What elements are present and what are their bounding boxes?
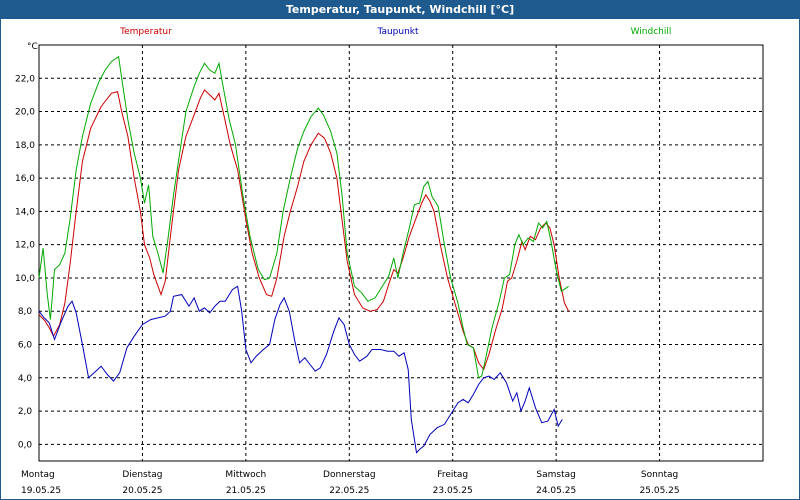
x-tick-date: 22.05.25 bbox=[329, 486, 369, 496]
chart-title: Temperatur, Taupunkt, Windchill [°C] bbox=[1, 1, 799, 19]
x-tick-day: Sonntag bbox=[641, 470, 678, 480]
x-tick-day: Dienstag bbox=[122, 470, 162, 480]
series-line-windchill bbox=[38, 55, 569, 379]
y-tick-label: 4,0 bbox=[18, 374, 33, 384]
y-axis-unit: °C bbox=[27, 42, 38, 52]
y-tick-label: 0,0 bbox=[18, 440, 33, 450]
y-tick-label: 12,0 bbox=[15, 241, 35, 251]
y-tick-label: 20,0 bbox=[15, 108, 35, 118]
x-tick-date: 25.05.25 bbox=[640, 486, 680, 496]
legend-taupunkt: Taupunkt bbox=[376, 27, 419, 37]
y-tick-label: 22,0 bbox=[15, 74, 35, 84]
x-tick-date: 21.05.25 bbox=[226, 486, 266, 496]
y-tick-label: 10,0 bbox=[15, 274, 35, 284]
legend-windchill: Windchill bbox=[631, 27, 672, 37]
x-tick-date: 23.05.25 bbox=[433, 486, 473, 496]
x-tick-date: 19.05.25 bbox=[21, 486, 61, 496]
x-tick-day: Mittwoch bbox=[225, 470, 266, 480]
series-line-temperatur bbox=[38, 89, 570, 371]
x-tick-date: 24.05.25 bbox=[536, 486, 576, 496]
y-tick-label: 16,0 bbox=[15, 174, 35, 184]
y-tick-label: 14,0 bbox=[15, 207, 35, 217]
x-tick-day: Samstag bbox=[536, 470, 575, 480]
x-tick-date: 20.05.25 bbox=[122, 486, 162, 496]
series-line-taupunkt bbox=[38, 285, 563, 454]
y-tick-label: 6,0 bbox=[18, 341, 33, 351]
y-tick-label: 18,0 bbox=[15, 141, 35, 151]
x-tick-day: Freitag bbox=[437, 470, 468, 480]
y-tick-label: 8,0 bbox=[18, 307, 33, 317]
temperature-chart: 0,0 2,0 4,0 6,0 8,0 10,0 12,0 14,0 16,0 18,0 20,0 2… bbox=[15, 27, 764, 496]
y-tick-label: 2,0 bbox=[18, 407, 33, 417]
plot-frame bbox=[38, 44, 764, 462]
legend-temperatur: Temperatur bbox=[119, 27, 172, 37]
x-tick-day: Donnerstag bbox=[323, 470, 376, 480]
x-tick-day: Montag bbox=[21, 470, 55, 480]
